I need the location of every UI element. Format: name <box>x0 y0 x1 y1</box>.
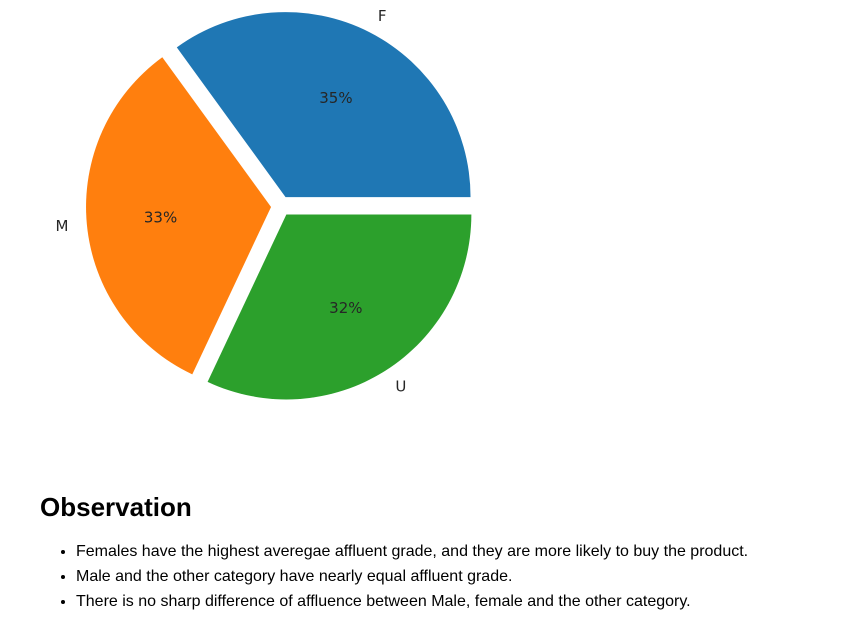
pie-category-label: U <box>395 377 406 395</box>
observation-section: Observation Females have the highest ave… <box>40 492 830 614</box>
pie-value-label: 32% <box>329 299 362 317</box>
observation-bullet: There is no sharp difference of affluenc… <box>76 589 830 614</box>
pie-slice-F <box>176 12 471 198</box>
pie-category-label: M <box>55 217 68 235</box>
pie-category-label: F <box>378 7 387 25</box>
pie-value-label: 35% <box>319 89 352 107</box>
observation-bullet: Females have the highest averegae afflue… <box>76 539 830 564</box>
observation-heading: Observation <box>40 492 192 522</box>
pie-slice-U <box>207 214 472 400</box>
pie-chart: 35% F 33% M 32% U <box>0 0 540 440</box>
pie-chart-svg: 35% F 33% M 32% U <box>55 7 472 400</box>
pie-slice-M <box>86 57 272 375</box>
observation-bullet: Male and the other category have nearly … <box>76 564 830 589</box>
observation-list: Females have the highest averegae afflue… <box>40 539 830 614</box>
pie-value-label: 33% <box>144 208 177 226</box>
